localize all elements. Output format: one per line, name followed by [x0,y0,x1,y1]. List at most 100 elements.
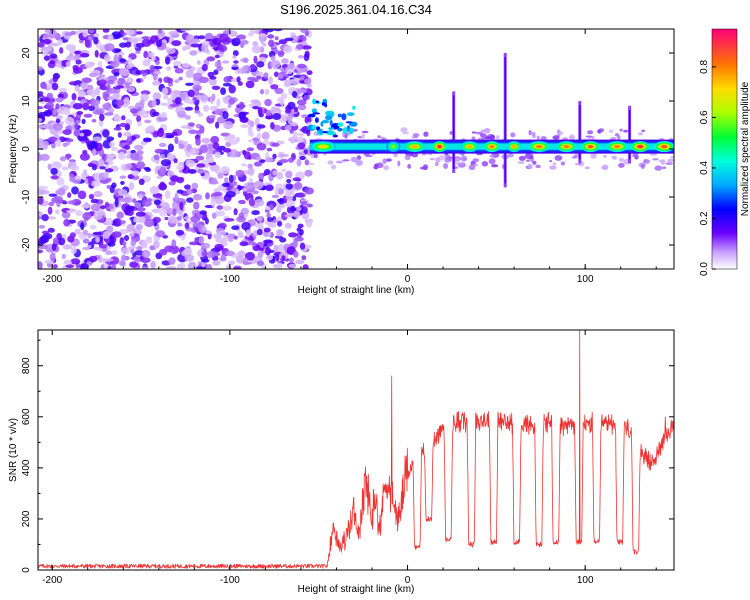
noise-cell [178,76,183,81]
noise-cell [288,263,297,269]
noise-cell [119,175,127,179]
noise-cell [225,190,236,198]
noise-cell [107,34,114,41]
noise-cell [289,122,298,127]
noise-cell [38,124,45,129]
noise-cell [134,102,145,110]
noise-cell [284,222,292,229]
noise-cell [117,79,124,87]
noise-cell [38,197,44,205]
x-tick-label: 100 [577,274,594,285]
background-cell [667,158,674,163]
noise-cell [82,169,88,176]
background-cell [619,128,623,132]
noise-cell [153,240,160,249]
noise-cell [92,99,101,106]
noise-cell [90,180,101,187]
noise-cell [233,208,238,216]
background-cell [472,158,480,163]
noise-cell [251,210,260,216]
x-tick-label: 0 [405,575,411,586]
noise-cell [283,45,293,53]
background-cell [587,130,594,135]
noise-cell [99,205,106,210]
noise-cell [256,228,263,236]
background-cell [355,159,364,166]
noise-cell [143,50,149,59]
noise-cell [220,166,230,175]
noise-cell [229,149,238,158]
noise-cell [77,190,87,200]
noise-cell [128,245,136,250]
noise-cell [129,108,139,114]
signal-peak [535,145,543,149]
noise-cell [238,101,245,110]
noise-cell [299,242,306,250]
noise-cell [109,87,116,94]
noise-cell [160,159,172,167]
noise-cell [48,29,58,39]
onset-cell [342,127,348,134]
noise-cell [276,171,284,180]
noise-cell [304,78,311,85]
noise-cell [173,90,182,95]
noise-cell [45,102,54,109]
noise-cell [181,46,187,51]
noise-cell [146,198,153,202]
noise-cell [233,266,241,269]
noise-cell [76,111,84,115]
background-cell [609,129,613,133]
noise-cell [221,182,230,187]
noise-cell [184,222,190,229]
noise-cell [77,134,88,141]
noise-cell [174,136,179,145]
background-cell [540,136,547,141]
noise-cell [226,264,232,269]
noise-cell [126,64,133,69]
noise-cell [244,182,254,189]
onset-cell [316,126,321,131]
noise-cell [167,97,173,105]
noise-cell [107,79,115,85]
onset-cell [311,108,317,114]
signal-peak [661,145,668,149]
noise-cell [38,225,46,229]
noise-cell [287,101,296,110]
noise-cell [140,257,151,264]
noise-cell [113,72,120,77]
noise-cell [290,78,300,86]
noise-cell [300,29,308,34]
background-cell [335,160,344,164]
noise-cell [241,163,247,167]
background-cell [552,162,557,165]
colorbar-ticks: 0.0 0.2 0.4 0.6 0.8 [699,60,716,276]
background-cell [342,159,350,162]
noise-cell [52,123,63,131]
background-cell [344,133,348,139]
noise-cell [111,182,117,189]
noise-cell [218,145,226,150]
noise-cell [53,195,63,203]
noise-cell [92,148,97,156]
noise-cell [150,260,156,269]
noise-cell [255,156,262,161]
noise-cell [113,115,122,122]
noise-cell [158,208,167,217]
noise-cell [89,141,98,150]
y-tick-label: 200 [21,510,32,527]
noise-cell [298,151,305,156]
noise-cell [216,65,223,72]
noise-cell [267,34,275,39]
noise-cell [265,115,274,120]
noise-cell [253,180,264,190]
noise-cell [248,132,255,137]
noise-cell [239,241,249,247]
noise-cell [296,206,302,212]
noise-cell [289,35,299,44]
noise-cell [273,244,279,253]
noise-cell [253,55,258,64]
noise-cell [262,230,272,237]
noise-cell [273,29,283,32]
noise-cell [257,250,264,258]
noise-cell [256,75,262,80]
